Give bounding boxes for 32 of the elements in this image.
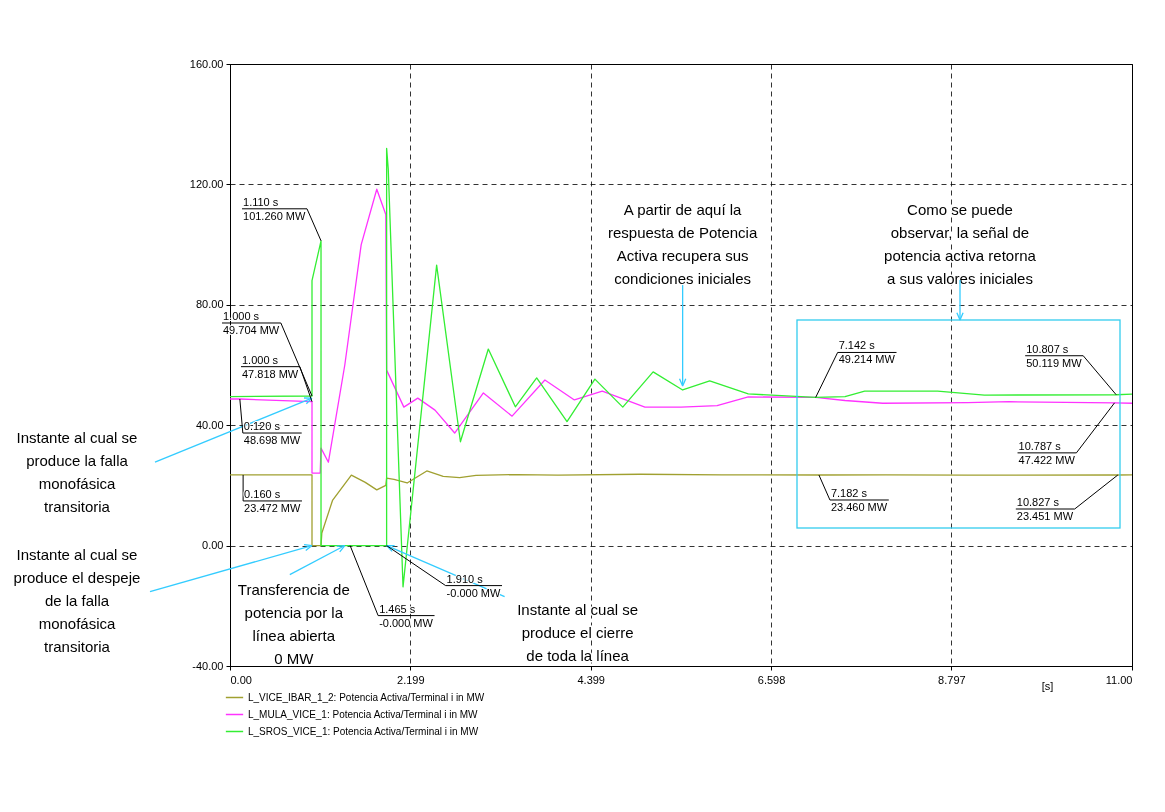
line-series xyxy=(230,470,1132,547)
y-tick-label: 40.00 xyxy=(195,418,224,431)
annotation: 7.142 s 49.214 MW xyxy=(838,339,896,366)
annotation: Instante al cual se produce el cierre de toda la línea xyxy=(517,600,639,664)
annotation: 1.000 s 47.818 MW xyxy=(242,353,299,380)
legend-label: L_SROS_VICE_1: Potencia Activa/Terminal i in MW xyxy=(248,725,479,737)
annotation: 1.110 s 101.260 MW xyxy=(243,195,306,222)
annotation: 10.807 s 50.119 MW xyxy=(1026,342,1083,369)
x-tick-label: 6.598 xyxy=(757,673,786,686)
annotation: Instante al cual se produce el despeje de la falla monofásica transitoria xyxy=(13,545,141,655)
x-tick-label: 0.00 xyxy=(230,673,252,686)
annotation: 10.787 s 47.422 MW xyxy=(1018,439,1076,466)
y-tick-label: -40.00 xyxy=(192,659,224,672)
annotation: 0.160 s 23.472 MW xyxy=(244,487,301,514)
annotation: Como se puede observar, la señal de potencia activa retorna a sus valores iniciales xyxy=(884,201,1037,287)
x-tick-label: 11.00 xyxy=(1105,673,1133,686)
y-tick-label: 120.00 xyxy=(189,177,224,190)
annotation: A partir de aquí la respuesta de Potencia Activa recupera sus condiciones iniciales xyxy=(608,201,758,288)
y-tick-label: 160.00 xyxy=(189,57,224,70)
legend-label: L_VICE_IBAR_1_2: Potencia Activa/Terminal i in MW xyxy=(248,691,485,703)
annotation: Transferencia de potencia por la línea abierta 0 MW xyxy=(237,580,350,667)
x-tick-label: 8.797 xyxy=(938,673,966,686)
x-axis-title: [s] xyxy=(1041,679,1054,692)
y-tick-label: 80.00 xyxy=(195,298,224,311)
annotation: Instante al cual se produce la falla monofásica transitoria xyxy=(16,429,138,516)
x-tick-label: 4.399 xyxy=(577,673,605,686)
legend-label: L_MULA_VICE_1: Potencia Activa/Terminal i in MW xyxy=(248,708,479,720)
annotation: 1.465 s -0.000 MW xyxy=(379,602,434,629)
annotation: 10.827 s 23.451 MW xyxy=(1016,496,1074,523)
x-tick-label: 2.199 xyxy=(397,673,425,686)
annotation: 7.182 s 23.460 MW xyxy=(830,486,888,513)
y-tick-label: 0.00 xyxy=(202,539,224,552)
